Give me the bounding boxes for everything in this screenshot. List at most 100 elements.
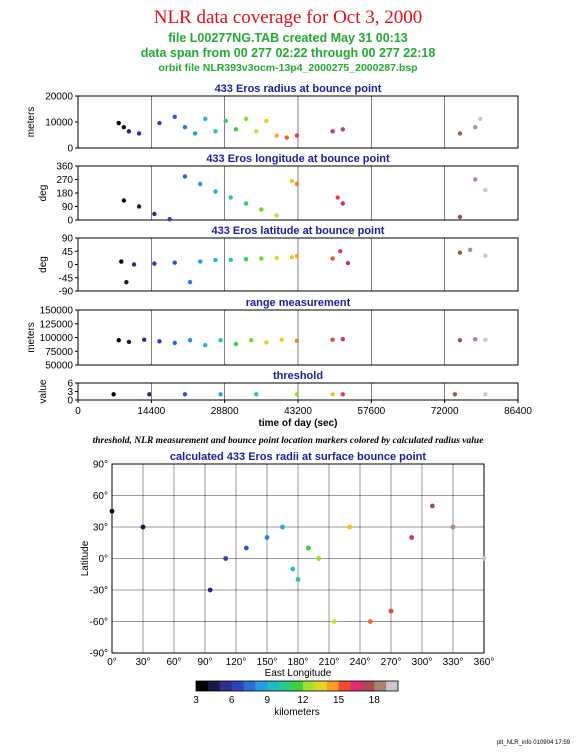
data-point	[279, 337, 284, 342]
y-tick-label: 0	[67, 396, 73, 407]
data-point	[121, 125, 127, 130]
data-point	[367, 619, 373, 624]
x-tick-label: 86400	[504, 406, 532, 417]
data-point	[331, 619, 337, 624]
figure-caption: threshold, NLR measurement and bounce po…	[92, 436, 484, 446]
data-span-line: data span from 00 277 02:22 through 00 2…	[140, 46, 436, 60]
data-point	[280, 524, 285, 530]
x-tick-label: 57600	[357, 406, 385, 417]
orbit-file-line: orbit file NLR393v3ocm-13p4_2000275_2000…	[158, 62, 418, 74]
x-tick-label: 14400	[137, 406, 165, 417]
y-tick-label: -60°	[90, 617, 108, 628]
data-point	[457, 250, 463, 255]
x-tick-label: 28800	[211, 406, 239, 417]
x-axis-label: time of day (sec)	[259, 418, 338, 429]
y-tick-label: 60°	[93, 491, 108, 502]
data-point	[182, 125, 188, 130]
colorbar-swatch	[362, 681, 375, 691]
colorbar-tick-label: 6	[229, 695, 235, 706]
y-tick-label: 10000	[45, 118, 73, 129]
panel-title: 433 Eros radius at bounce point	[215, 83, 382, 95]
data-point	[157, 339, 162, 344]
data-point	[233, 127, 239, 132]
y-tick-label: -45	[59, 273, 74, 284]
data-point	[289, 254, 295, 260]
y-tick-label: 125000	[40, 319, 74, 330]
y-tick-label: 3	[67, 387, 73, 398]
data-point	[218, 338, 223, 343]
y-tick-label: 100000	[40, 333, 74, 344]
data-point	[136, 131, 142, 136]
data-point	[483, 187, 488, 193]
data-point	[203, 116, 208, 122]
data-point	[116, 338, 121, 343]
colorbar-swatch	[302, 681, 316, 691]
y-tick-label: 0	[67, 216, 73, 227]
data-point	[284, 135, 289, 140]
data-point	[152, 261, 157, 266]
data-point	[228, 257, 233, 262]
colorbar-swatch	[374, 681, 387, 691]
x-tick-label: 0°	[107, 657, 117, 668]
data-point	[457, 131, 463, 136]
y-tick-label: 50000	[45, 361, 73, 372]
data-point	[207, 587, 213, 593]
data-point	[259, 207, 264, 212]
data-point	[264, 340, 269, 345]
y-tick-label: 90	[62, 202, 74, 213]
data-point	[243, 116, 249, 122]
page-title: NLR data coverage for Oct 3, 2000	[153, 7, 423, 28]
panel-title: threshold	[273, 370, 323, 382]
data-point	[264, 118, 269, 124]
data-point	[218, 392, 223, 397]
data-point	[483, 253, 488, 258]
data-point	[126, 129, 132, 134]
y-tick-label: 45	[62, 247, 74, 258]
panel-1	[75, 95, 519, 149]
colorbar-swatch	[219, 681, 233, 691]
colorbar-swatch	[267, 681, 280, 691]
data-point	[335, 195, 340, 200]
x-tick-label: 90°	[197, 657, 212, 668]
y-tick-label: 90°	[93, 460, 108, 471]
data-point	[429, 503, 435, 509]
data-point	[478, 116, 483, 122]
y-tick-label: -90°	[90, 649, 108, 660]
data-point	[338, 249, 343, 254]
data-point	[294, 133, 300, 138]
data-point	[264, 535, 270, 540]
data-point	[483, 337, 488, 342]
data-point	[243, 257, 249, 262]
x-axis-label: East Longitude	[265, 668, 332, 679]
data-point	[483, 392, 488, 397]
y-tick-label: 0	[67, 260, 73, 271]
data-point	[294, 254, 300, 259]
panel-title: range measurement	[246, 297, 351, 309]
data-point	[140, 524, 146, 530]
data-point	[294, 392, 300, 397]
x-tick-label: 0	[75, 406, 81, 417]
data-point	[121, 198, 127, 203]
colorbar-tick-label: 12	[297, 695, 309, 706]
y-axis-label: deg	[38, 185, 49, 202]
colorbar-swatch	[338, 681, 351, 691]
data-point	[330, 129, 335, 134]
colorbar-swatch	[255, 681, 268, 691]
data-point	[136, 204, 142, 209]
data-point	[274, 133, 279, 138]
data-point	[243, 545, 249, 551]
y-tick-label: 0°	[98, 554, 108, 565]
data-point	[228, 195, 233, 200]
data-point	[198, 181, 203, 187]
data-point	[172, 260, 177, 265]
data-point	[295, 577, 301, 582]
data-point	[340, 201, 346, 206]
data-point	[124, 279, 129, 285]
data-point	[409, 535, 415, 540]
y-tick-label: -30°	[90, 586, 108, 597]
x-tick-label: 120°	[226, 657, 247, 668]
colorbar-swatch	[386, 681, 399, 691]
data-point	[274, 213, 279, 218]
y-axis-label: Latitude	[80, 540, 91, 576]
x-tick-label: 150°	[257, 657, 278, 668]
